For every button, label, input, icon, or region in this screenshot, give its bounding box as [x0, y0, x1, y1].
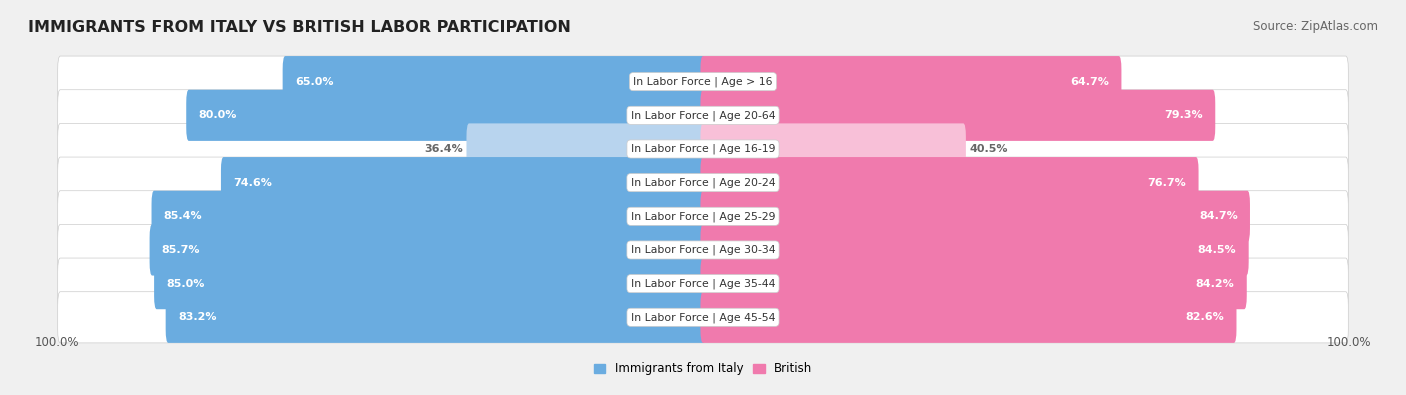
FancyBboxPatch shape	[700, 123, 966, 175]
Text: In Labor Force | Age > 16: In Labor Force | Age > 16	[633, 76, 773, 87]
FancyBboxPatch shape	[700, 224, 1249, 276]
FancyBboxPatch shape	[221, 157, 706, 208]
FancyBboxPatch shape	[149, 224, 706, 276]
Text: 74.6%: 74.6%	[233, 178, 271, 188]
Text: Source: ZipAtlas.com: Source: ZipAtlas.com	[1253, 20, 1378, 33]
Text: IMMIGRANTS FROM ITALY VS BRITISH LABOR PARTICIPATION: IMMIGRANTS FROM ITALY VS BRITISH LABOR P…	[28, 20, 571, 35]
Text: 80.0%: 80.0%	[198, 110, 236, 120]
Text: In Labor Force | Age 45-54: In Labor Force | Age 45-54	[631, 312, 775, 323]
Text: 100.0%: 100.0%	[35, 336, 79, 349]
FancyBboxPatch shape	[700, 292, 1236, 343]
Text: 64.7%: 64.7%	[1070, 77, 1109, 87]
Text: 82.6%: 82.6%	[1185, 312, 1225, 322]
FancyBboxPatch shape	[166, 292, 706, 343]
Text: 65.0%: 65.0%	[295, 77, 333, 87]
FancyBboxPatch shape	[152, 191, 706, 242]
Text: 83.2%: 83.2%	[179, 312, 217, 322]
Text: 85.0%: 85.0%	[166, 278, 205, 289]
Text: 40.5%: 40.5%	[970, 144, 1008, 154]
FancyBboxPatch shape	[155, 258, 706, 309]
FancyBboxPatch shape	[700, 157, 1198, 208]
Text: In Labor Force | Age 25-29: In Labor Force | Age 25-29	[631, 211, 775, 222]
Text: 85.4%: 85.4%	[163, 211, 202, 221]
FancyBboxPatch shape	[700, 258, 1247, 309]
FancyBboxPatch shape	[700, 56, 1122, 107]
FancyBboxPatch shape	[700, 191, 1250, 242]
Text: 100.0%: 100.0%	[1327, 336, 1371, 349]
Text: In Labor Force | Age 20-24: In Labor Force | Age 20-24	[631, 177, 775, 188]
FancyBboxPatch shape	[58, 56, 1348, 107]
Text: 85.7%: 85.7%	[162, 245, 200, 255]
Text: In Labor Force | Age 20-64: In Labor Force | Age 20-64	[631, 110, 775, 120]
Text: 84.2%: 84.2%	[1195, 278, 1234, 289]
Text: 84.7%: 84.7%	[1199, 211, 1237, 221]
FancyBboxPatch shape	[58, 90, 1348, 141]
FancyBboxPatch shape	[467, 123, 706, 175]
FancyBboxPatch shape	[58, 224, 1348, 276]
Text: In Labor Force | Age 35-44: In Labor Force | Age 35-44	[631, 278, 775, 289]
Text: 79.3%: 79.3%	[1164, 110, 1204, 120]
FancyBboxPatch shape	[58, 123, 1348, 175]
FancyBboxPatch shape	[186, 90, 706, 141]
FancyBboxPatch shape	[58, 258, 1348, 309]
Text: 36.4%: 36.4%	[423, 144, 463, 154]
FancyBboxPatch shape	[58, 157, 1348, 208]
Text: In Labor Force | Age 30-34: In Labor Force | Age 30-34	[631, 245, 775, 255]
Text: In Labor Force | Age 16-19: In Labor Force | Age 16-19	[631, 144, 775, 154]
Text: 84.5%: 84.5%	[1198, 245, 1236, 255]
FancyBboxPatch shape	[700, 90, 1215, 141]
FancyBboxPatch shape	[58, 191, 1348, 242]
FancyBboxPatch shape	[283, 56, 706, 107]
Text: 76.7%: 76.7%	[1147, 178, 1187, 188]
Legend: Immigrants from Italy, British: Immigrants from Italy, British	[589, 358, 817, 380]
FancyBboxPatch shape	[58, 292, 1348, 343]
